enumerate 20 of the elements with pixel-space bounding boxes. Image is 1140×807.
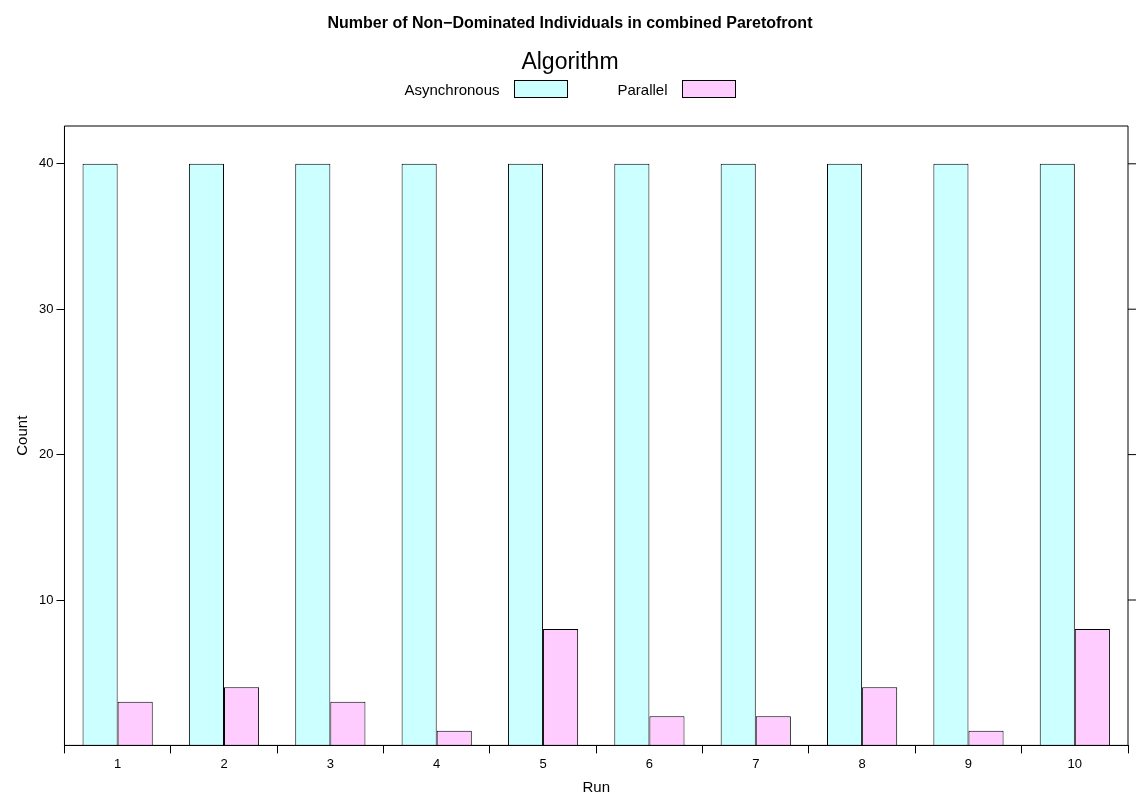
legend-label: Asynchronous <box>404 80 500 98</box>
legend-title: Algorithm <box>520 48 620 75</box>
x-axis-title: Run <box>582 778 610 796</box>
y-tick-label: 20 <box>38 446 54 462</box>
x-tick-label: 9 <box>964 755 973 771</box>
x-tick-label: 3 <box>326 755 334 771</box>
y-tick-label: 30 <box>38 300 54 316</box>
x-tick-label: 10 <box>1067 755 1083 771</box>
y-tick-label: 10 <box>38 591 54 607</box>
x-tick-label: 2 <box>220 755 228 771</box>
chart-title: Number of Non−Dominated Individuals in combined Paretofront <box>326 14 814 32</box>
legend-label: Parallel <box>617 80 668 98</box>
x-tick-label: 7 <box>752 755 760 771</box>
y-axis-title: Count <box>13 414 31 456</box>
x-tick-label: 6 <box>645 755 654 771</box>
x-tick-label: 4 <box>433 755 441 771</box>
y-tick-label: 40 <box>38 155 54 171</box>
x-tick-label: 1 <box>114 755 122 771</box>
x-tick-label: 5 <box>539 755 547 771</box>
x-tick-label: 8 <box>858 755 866 771</box>
